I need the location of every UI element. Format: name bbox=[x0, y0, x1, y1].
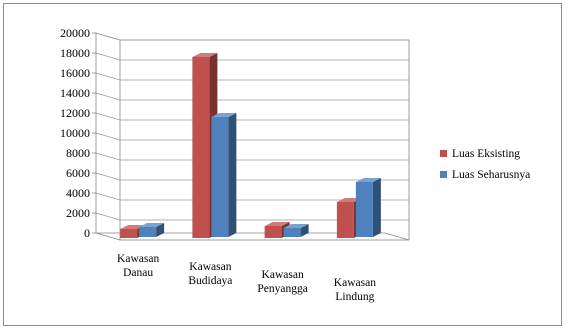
bar-side bbox=[373, 178, 381, 237]
bar-3-1 bbox=[356, 178, 381, 237]
y-tick-label: 6000 bbox=[66, 166, 90, 180]
chart-bars bbox=[120, 53, 381, 238]
y-axis-ticks: 0 2000 4000 6000 8000 10000 12000 14000 16000 180… bbox=[60, 26, 96, 240]
category-label: Kawasan bbox=[189, 261, 231, 273]
bar-1-1 bbox=[211, 113, 236, 237]
legend-swatch bbox=[440, 150, 447, 157]
bar-front bbox=[265, 226, 282, 238]
y-tick-label: 4000 bbox=[66, 186, 90, 200]
gridline bbox=[96, 153, 409, 160]
side-wall bbox=[96, 33, 120, 233]
y-tick-label: 0 bbox=[84, 226, 90, 240]
bar-front bbox=[284, 228, 301, 237]
bar-front bbox=[211, 117, 228, 237]
bar-front bbox=[192, 57, 209, 238]
y-tick-label: 2000 bbox=[66, 206, 90, 220]
y-tick-label: 8000 bbox=[66, 146, 90, 160]
gridline bbox=[96, 33, 409, 40]
bar-front bbox=[139, 227, 156, 237]
y-tick-label: 18000 bbox=[60, 46, 90, 60]
category-label: Budidaya bbox=[188, 275, 232, 287]
gridline bbox=[96, 133, 409, 140]
x-axis-categories: Kawasan Danau Kawasan Budidaya Kawasan Penyan… bbox=[117, 253, 376, 303]
y-tick-label: 16000 bbox=[60, 66, 90, 80]
gridline bbox=[96, 73, 409, 80]
category-label: Kawasan bbox=[117, 253, 159, 265]
category-label: Kawasan bbox=[334, 277, 376, 289]
y-tick-label: 14000 bbox=[60, 86, 90, 100]
category-label: Penyangga bbox=[257, 283, 307, 295]
bar-front bbox=[356, 182, 373, 237]
y-tick-label: 12000 bbox=[60, 106, 90, 120]
category-label: Kawasan bbox=[262, 269, 304, 281]
chart-legend: Luas Eksisting Luas Seharusnya bbox=[440, 148, 530, 181]
legend-label: Luas Eksisting bbox=[452, 148, 520, 160]
bar-front bbox=[337, 202, 354, 238]
legend-label: Luas Seharusnya bbox=[452, 169, 530, 181]
y-tick-label: 10000 bbox=[60, 126, 90, 140]
gridline bbox=[96, 53, 409, 60]
legend-swatch bbox=[440, 171, 447, 178]
bar-side bbox=[228, 113, 236, 237]
gridline bbox=[96, 93, 409, 100]
y-tick-label: 20000 bbox=[60, 26, 90, 40]
gridline bbox=[96, 113, 409, 120]
bar-front bbox=[120, 229, 137, 238]
category-label: Danau bbox=[123, 267, 153, 279]
category-label: Lindung bbox=[335, 291, 374, 303]
